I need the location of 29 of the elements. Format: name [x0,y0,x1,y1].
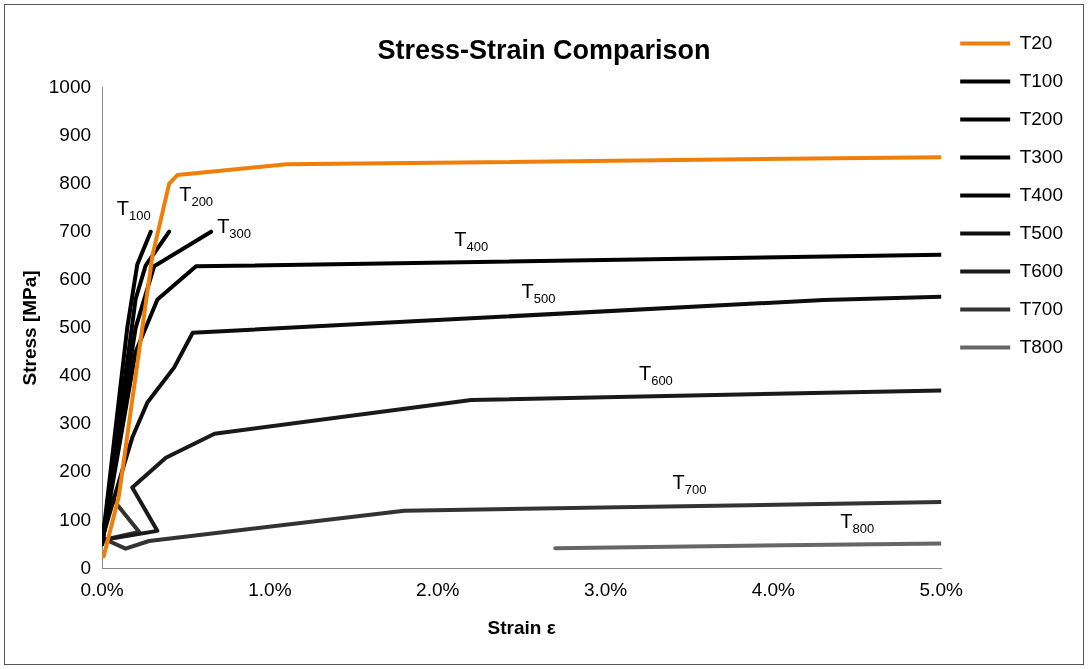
y-tick-label: 500 [59,316,92,338]
x-tick-label: 2.0% [416,579,460,601]
legend-label: T100 [1019,69,1064,91]
chart-title: Stress-Strain Comparison [377,34,711,65]
x-axis-title: Strain ε [487,616,556,638]
legend-label: T500 [1019,221,1064,243]
legend-label: T800 [1019,335,1064,357]
x-tick-label: 3.0% [583,579,628,601]
x-tick-label: 4.0% [751,579,796,601]
x-tick-label: 0.0% [80,579,124,601]
y-tick-label: 700 [59,219,92,241]
x-tick-label: 5.0% [919,579,963,601]
y-tick-label: 900 [59,123,92,145]
legend-label: T700 [1019,297,1064,319]
y-tick-label: 400 [59,364,92,386]
y-tick-label: 200 [59,460,92,482]
y-axis-title: Stress [MPa] [18,270,40,386]
legend-label: T300 [1019,145,1064,167]
y-tick-label: 1000 [48,75,92,97]
legend-label: T400 [1019,183,1064,205]
legend-label: T600 [1019,259,1064,281]
x-tick-label: 1.0% [248,579,292,601]
y-tick-label: 100 [59,508,92,530]
legend-label: T200 [1019,107,1064,129]
y-tick-label: 300 [59,412,92,434]
legend-label: T20 [1019,31,1053,53]
y-tick-label: 600 [59,268,92,290]
y-tick-label: 0 [80,556,92,578]
y-tick-label: 800 [59,171,92,193]
